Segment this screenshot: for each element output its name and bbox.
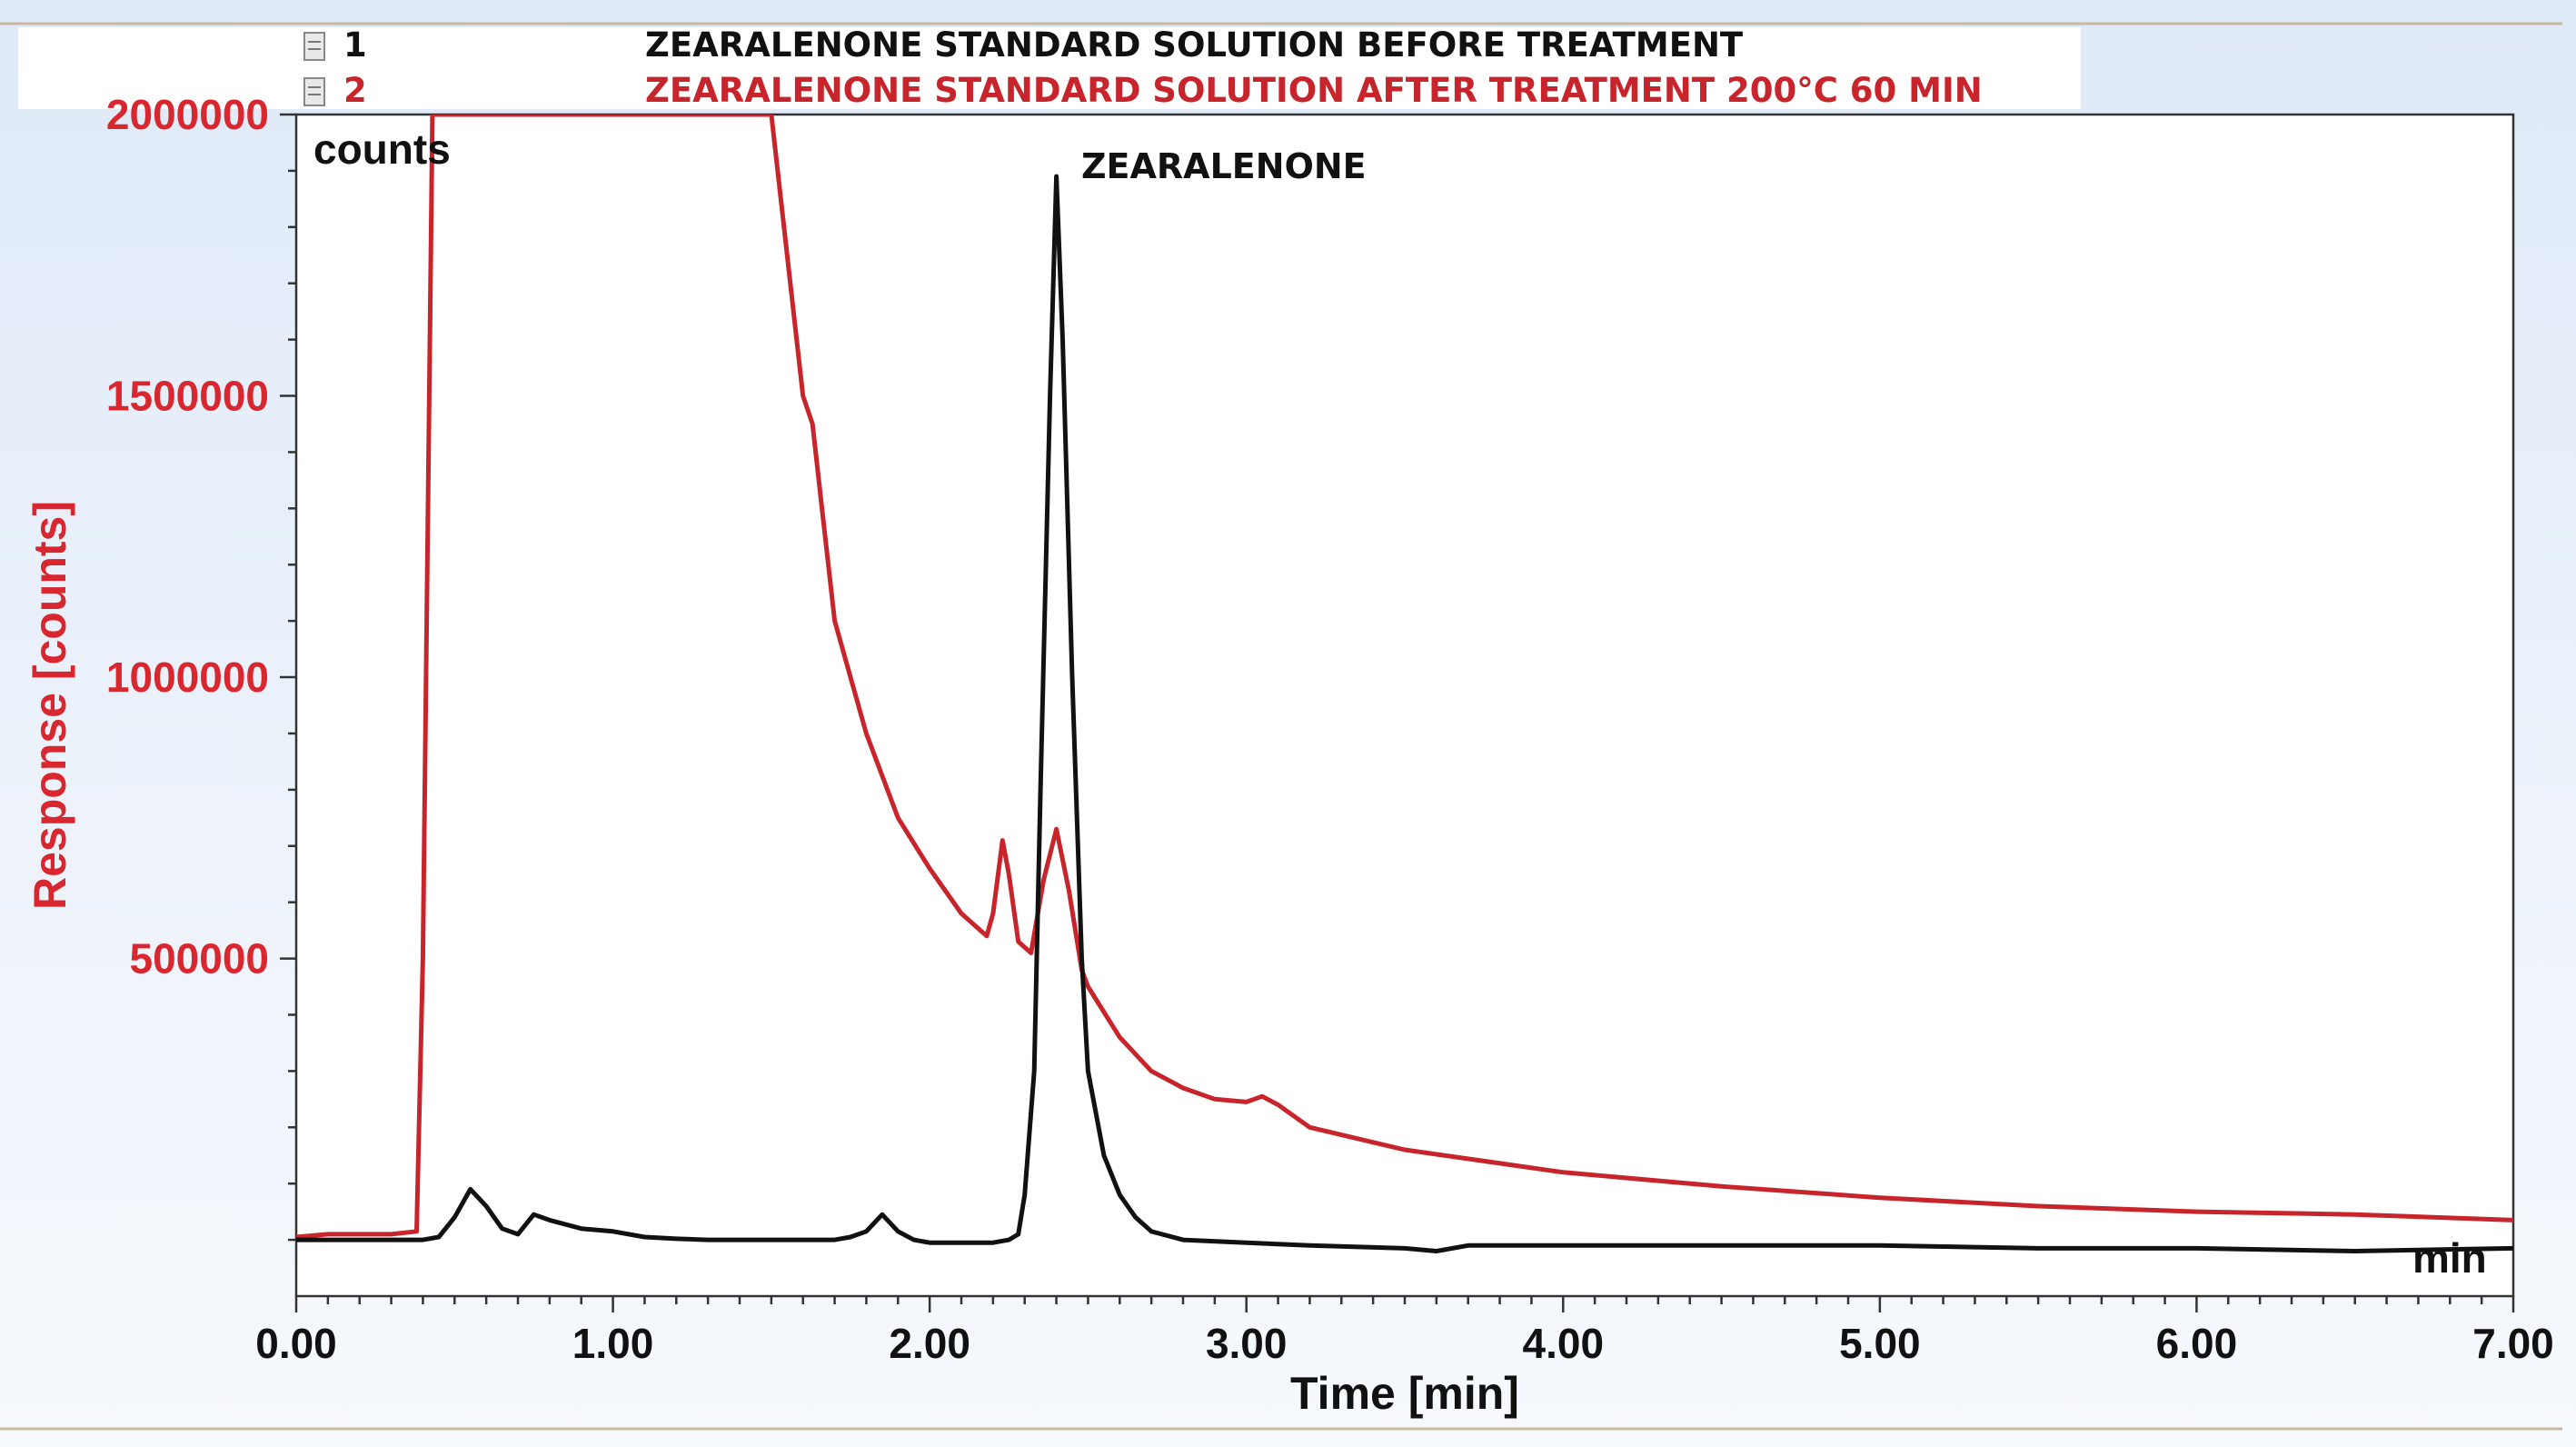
x-axis-ticks: 0.00 1.00 2.00 3.00 4.00 5.00 6.00 7.00 xyxy=(255,1296,2554,1367)
y-axis-ticks: 500000 1000000 1500000 2000000 xyxy=(106,91,296,1242)
series-line-2 xyxy=(296,115,2513,1240)
x-tick-label: 7.00 xyxy=(2472,1320,2554,1367)
x-axis-title: Time [min] xyxy=(1290,1368,1519,1419)
legend-entry-2: 2 ZEARALENONE STANDARD SOLUTION AFTER TRE… xyxy=(303,71,1983,110)
y-tick-label: 500000 xyxy=(130,935,270,983)
x-tick-label: 0.00 xyxy=(255,1320,337,1367)
y-axis-title: Response [counts] xyxy=(25,501,75,910)
y-unit-label: counts xyxy=(313,125,451,173)
x-tick-label: 6.00 xyxy=(2156,1320,2238,1367)
y-tick-label: 1000000 xyxy=(106,654,269,701)
legend-doc-icon xyxy=(303,32,325,61)
legend: 1 ZEARALENONE STANDARD SOLUTION BEFORE TR… xyxy=(303,25,1983,110)
series-line-1 xyxy=(296,174,2513,1253)
x-tick-label: 4.00 xyxy=(1523,1320,1605,1367)
legend-panel xyxy=(18,27,2081,109)
x-unit-label: min xyxy=(2412,1234,2487,1282)
x-tick-label: 2.00 xyxy=(889,1320,970,1367)
peak-annotation: ZEARALENONE xyxy=(1081,146,1367,186)
legend-label: ZEARALENONE STANDARD SOLUTION BEFORE TRE… xyxy=(645,25,1744,65)
y-tick-label: 2000000 xyxy=(106,91,269,138)
legend-doc-icon xyxy=(303,77,325,106)
series-layer xyxy=(296,115,2513,1253)
legend-label: ZEARALENONE STANDARD SOLUTION AFTER TREA… xyxy=(645,71,1983,110)
legend-id: 2 xyxy=(343,71,367,110)
x-tick-label: 3.00 xyxy=(1206,1320,1288,1367)
plot-area xyxy=(294,113,2515,1298)
x-tick-label: 1.00 xyxy=(572,1320,654,1367)
y-tick-label: 1500000 xyxy=(106,373,269,420)
x-tick-label: 5.00 xyxy=(1839,1320,1921,1367)
legend-id: 1 xyxy=(343,25,367,65)
legend-entry-1: 1 ZEARALENONE STANDARD SOLUTION BEFORE TR… xyxy=(303,25,1744,65)
